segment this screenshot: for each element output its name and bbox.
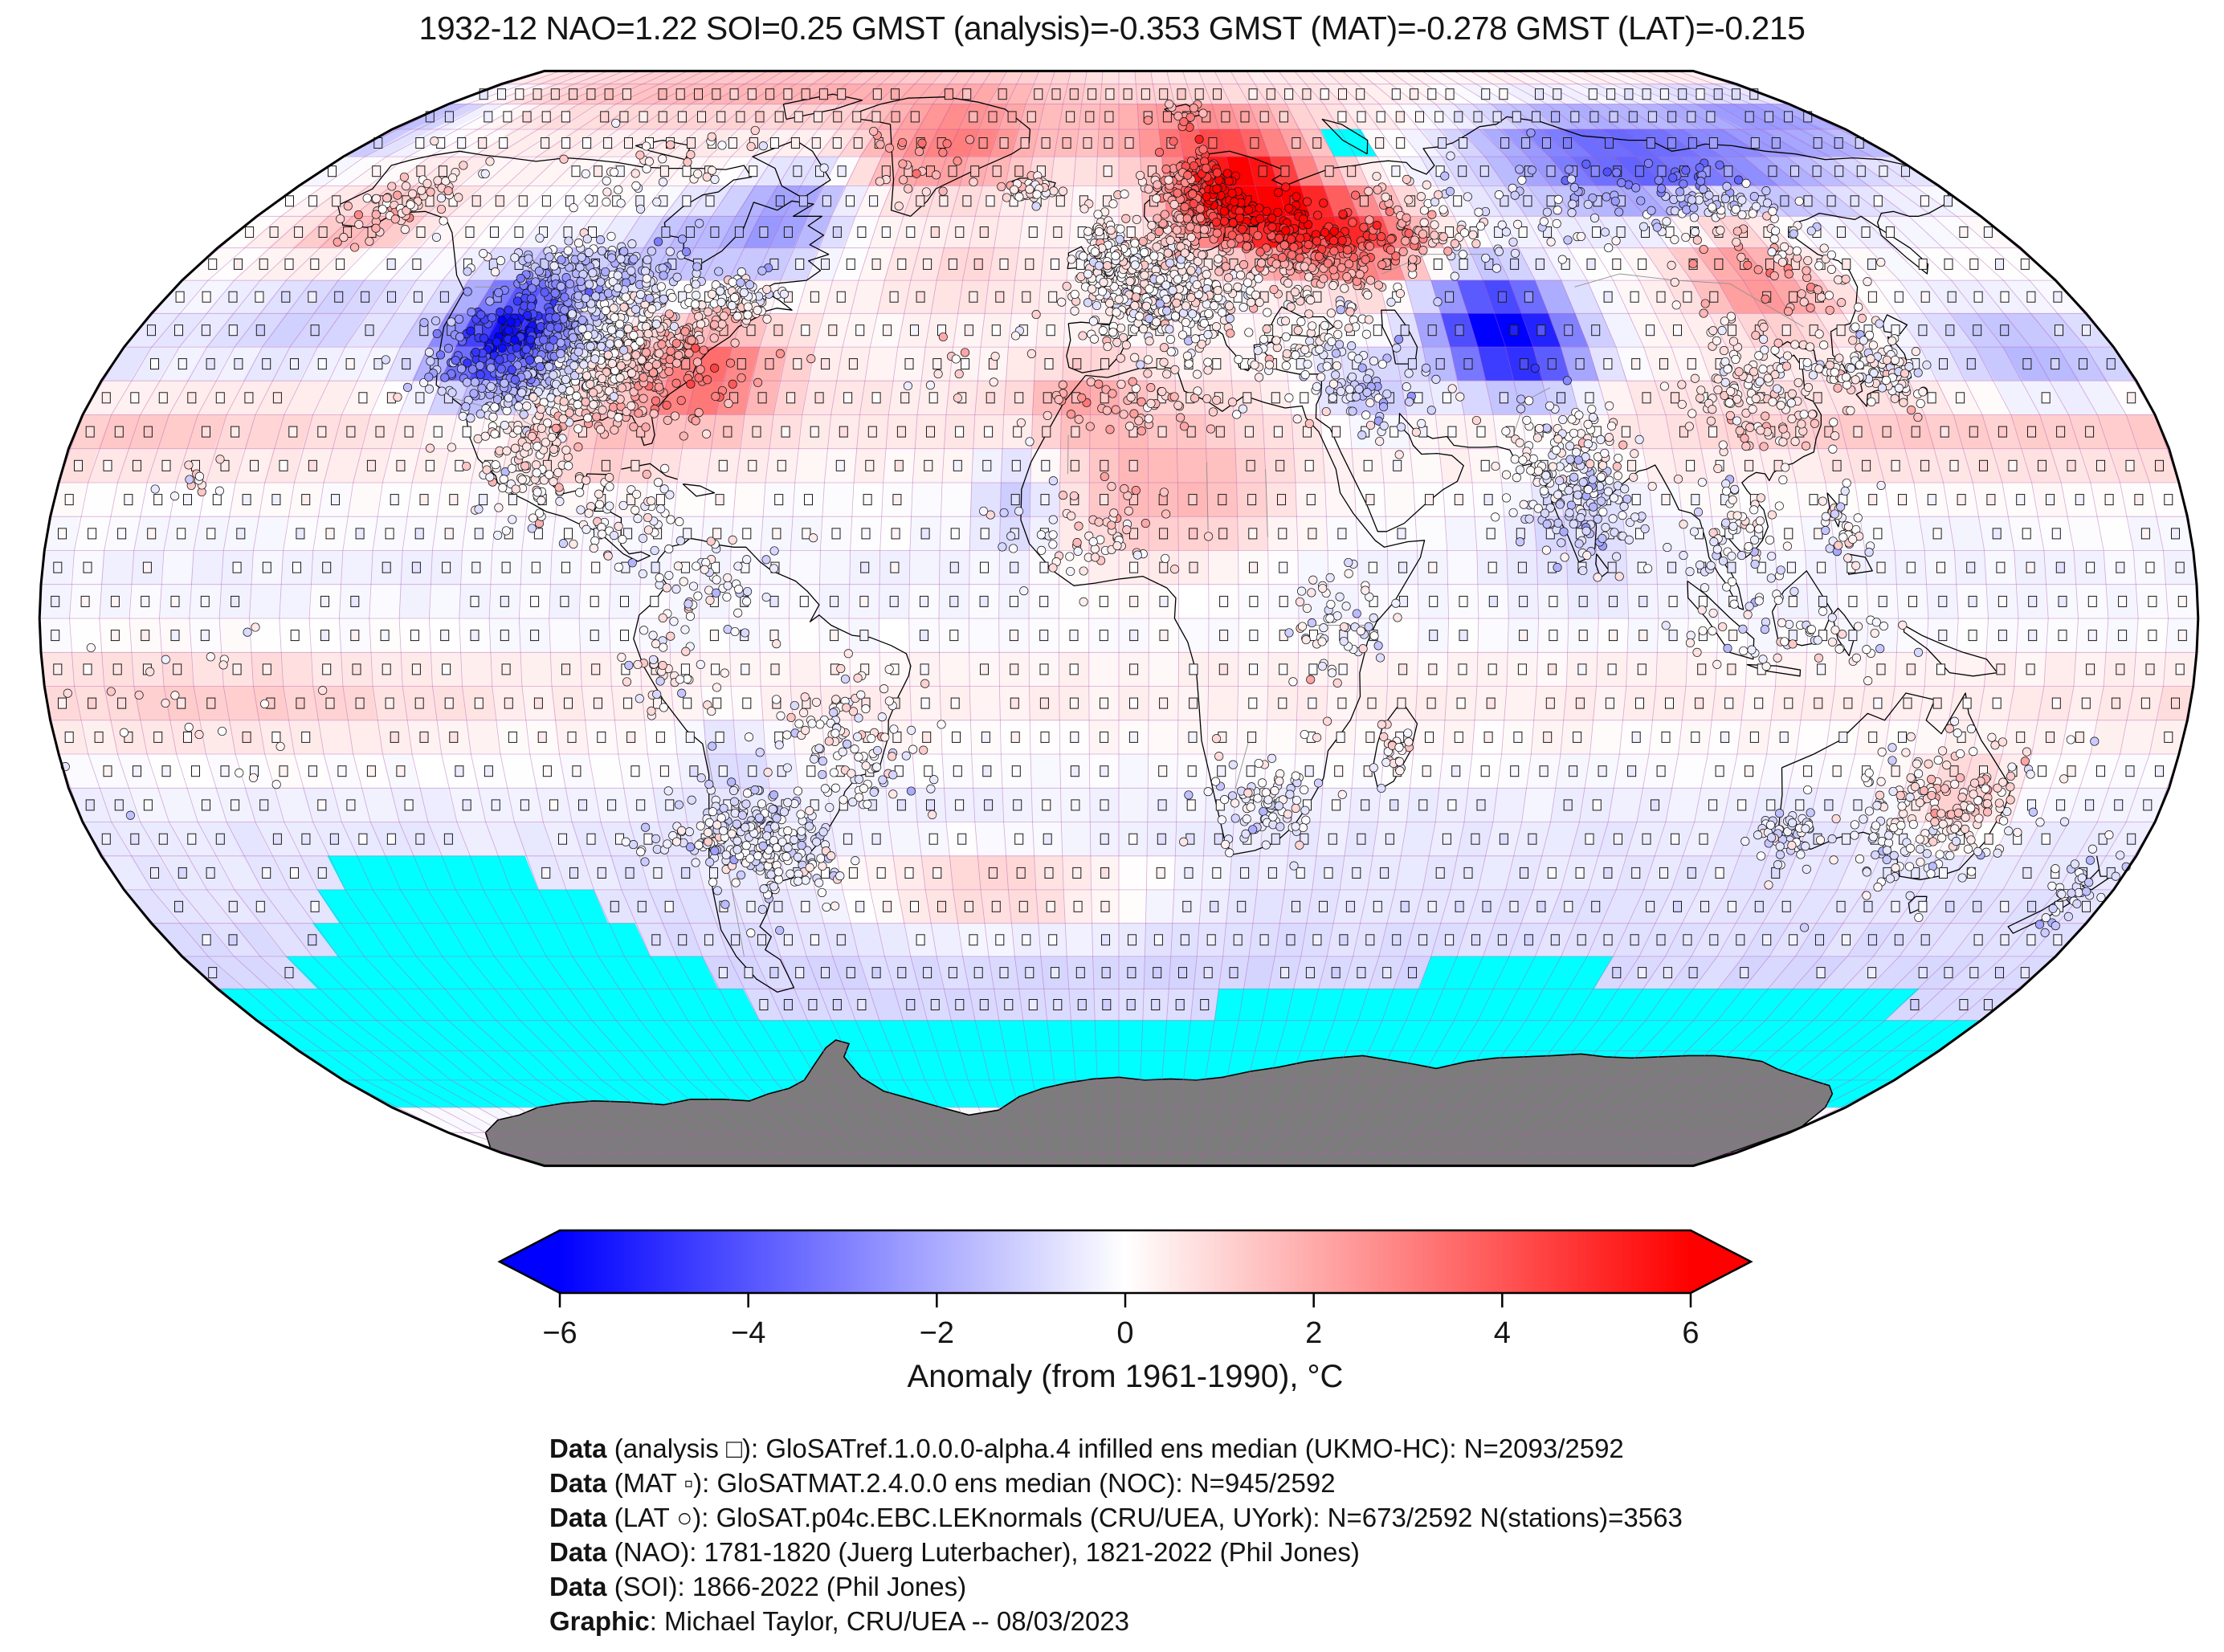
caption-line: Data (analysis □): GloSATref.1.0.0.0-alp… bbox=[549, 1431, 1683, 1466]
caption-line-prefix: Data bbox=[549, 1434, 607, 1463]
colorbar-tick-label: 2 bbox=[1305, 1316, 1322, 1350]
colorbar-tick-label: 6 bbox=[1682, 1316, 1699, 1350]
caption-line-text: (analysis □): GloSATref.1.0.0.0-alpha.4 … bbox=[606, 1434, 1624, 1463]
colorbar-tick-label: −2 bbox=[920, 1316, 954, 1350]
colorbar-tick-label: −4 bbox=[731, 1316, 765, 1350]
colorbar-tick-label: 4 bbox=[1494, 1316, 1511, 1350]
caption-line-prefix: Data bbox=[549, 1572, 607, 1601]
colorbar: −6 −4 −2 0 2 4 6 bbox=[497, 1229, 1753, 1350]
caption-line-prefix: Data bbox=[549, 1468, 607, 1498]
caption-line: Graphic: Michael Taylor, CRU/UEA -- 08/0… bbox=[549, 1604, 1683, 1638]
colorbar-axis-label: Anomaly (from 1961-1990), °C bbox=[907, 1359, 1344, 1394]
caption: Data (analysis □): GloSATref.1.0.0.0-alp… bbox=[549, 1431, 1683, 1638]
caption-line: Data (LAT ○): GloSAT.p04c.EBC.LEKnormals… bbox=[549, 1500, 1683, 1535]
caption-line: Data (MAT ▫): GloSATMAT.2.4.0.0 ens medi… bbox=[549, 1466, 1683, 1500]
caption-line-text: (LAT ○): GloSAT.p04c.EBC.LEKnormals (CRU… bbox=[606, 1503, 1683, 1532]
map-outline bbox=[38, 69, 2200, 1168]
caption-line-prefix: Data bbox=[549, 1537, 607, 1567]
colorbar-tick-label: −6 bbox=[542, 1316, 577, 1350]
page-title: 1932-12 NAO=1.22 SOI=0.25 GMST (analysis… bbox=[418, 10, 1806, 47]
caption-line-text: : Michael Taylor, CRU/UEA -- 08/03/2023 bbox=[649, 1606, 1130, 1636]
caption-line-text: (NAO): 1781-1820 (Juerg Luterbacher), 18… bbox=[606, 1537, 1360, 1567]
caption-line: Data (NAO): 1781-1820 (Juerg Luterbacher… bbox=[549, 1535, 1683, 1569]
caption-line-prefix: Data bbox=[549, 1503, 607, 1532]
caption-line: Data (SOI): 1866-2022 (Phil Jones) bbox=[549, 1569, 1683, 1604]
colorbar-tick-label: 0 bbox=[1116, 1316, 1133, 1350]
caption-line-prefix: Graphic bbox=[549, 1606, 650, 1636]
caption-line-text: (SOI): 1866-2022 (Phil Jones) bbox=[606, 1572, 967, 1601]
station-circle-markers bbox=[60, 100, 2131, 938]
caption-line-text: (MAT ▫): GloSATMAT.2.4.0.0 ens median (N… bbox=[606, 1468, 1336, 1498]
